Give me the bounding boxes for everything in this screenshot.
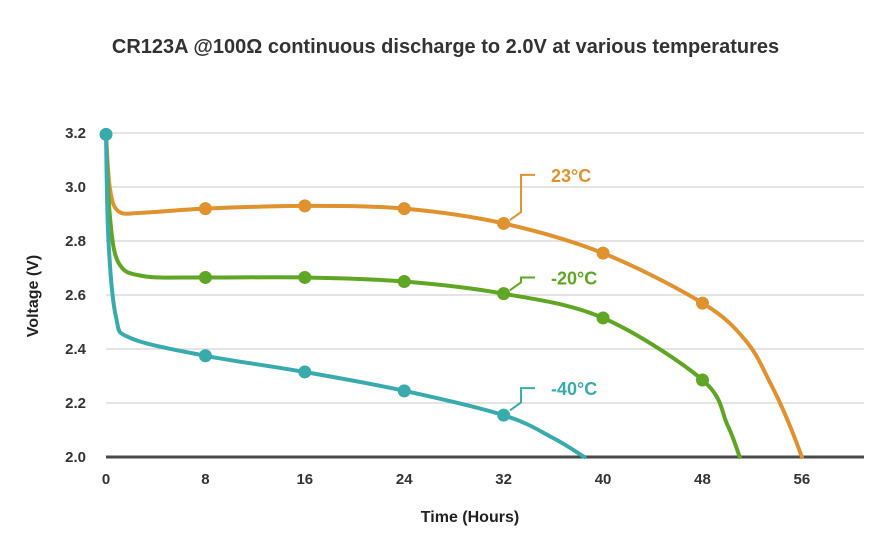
data-point	[397, 275, 411, 288]
data-point	[298, 270, 312, 284]
series-2: -40°C	[99, 127, 597, 459]
data-point	[198, 349, 212, 363]
series-0: 23°C	[104, 131, 804, 459]
chart-title: CR123A @100Ω continuous discharge to 2.0…	[111, 36, 780, 58]
series-group: 23°C -20°C -40°C	[99, 127, 804, 459]
series-label: -20°C	[551, 268, 597, 288]
x-tick-label: 0	[102, 471, 110, 488]
y-tick-label: 2.2	[65, 395, 86, 412]
data-point	[497, 408, 511, 422]
series-label: 23°C	[551, 166, 591, 186]
data-point	[497, 287, 511, 301]
x-tick-label: 16	[296, 471, 313, 488]
data-point	[397, 202, 411, 216]
data-point	[298, 365, 312, 379]
y-tick-label: 2.4	[65, 341, 87, 358]
data-point	[198, 270, 212, 284]
series-callout-line	[509, 276, 536, 292]
data-point	[596, 311, 610, 325]
data-point	[695, 373, 709, 387]
x-axis-title: Time (Hours)	[421, 509, 519, 526]
x-tick-label: 40	[595, 471, 612, 488]
y-tick-label: 2.6	[65, 287, 86, 304]
data-point	[695, 296, 709, 310]
y-tick-label: 2.0	[65, 449, 86, 466]
data-point	[298, 199, 312, 213]
series-callout-line	[509, 173, 536, 221]
y-tick-label: 2.8	[65, 233, 86, 250]
data-point	[198, 202, 212, 216]
series-line	[104, 131, 804, 459]
axes: 2.0 2.2 2.4 2.6 2.8 3.0 3.2 0 8 16 24 32 40 48 56	[65, 125, 864, 488]
axis-labels: Time (Hours) Voltage (V)	[25, 255, 519, 526]
y-axis-title: Voltage (V)	[25, 255, 42, 337]
series-callout-line	[509, 387, 536, 412]
series-label: -40°C	[551, 379, 597, 399]
data-point	[397, 384, 411, 398]
x-tick-label: 56	[794, 471, 811, 488]
y-tick-label: 3.2	[65, 125, 86, 142]
x-tick-label: 24	[396, 471, 413, 488]
data-point	[497, 216, 511, 230]
series-line	[104, 132, 587, 459]
data-point	[596, 246, 610, 260]
x-tick-label: 32	[495, 471, 512, 488]
data-point	[99, 127, 113, 141]
series-1: -20°C	[104, 131, 742, 459]
y-tick-label: 3.0	[65, 179, 86, 196]
x-tick-label: 8	[201, 471, 209, 488]
x-tick-label: 48	[694, 471, 711, 488]
grid-lines	[106, 132, 864, 404]
